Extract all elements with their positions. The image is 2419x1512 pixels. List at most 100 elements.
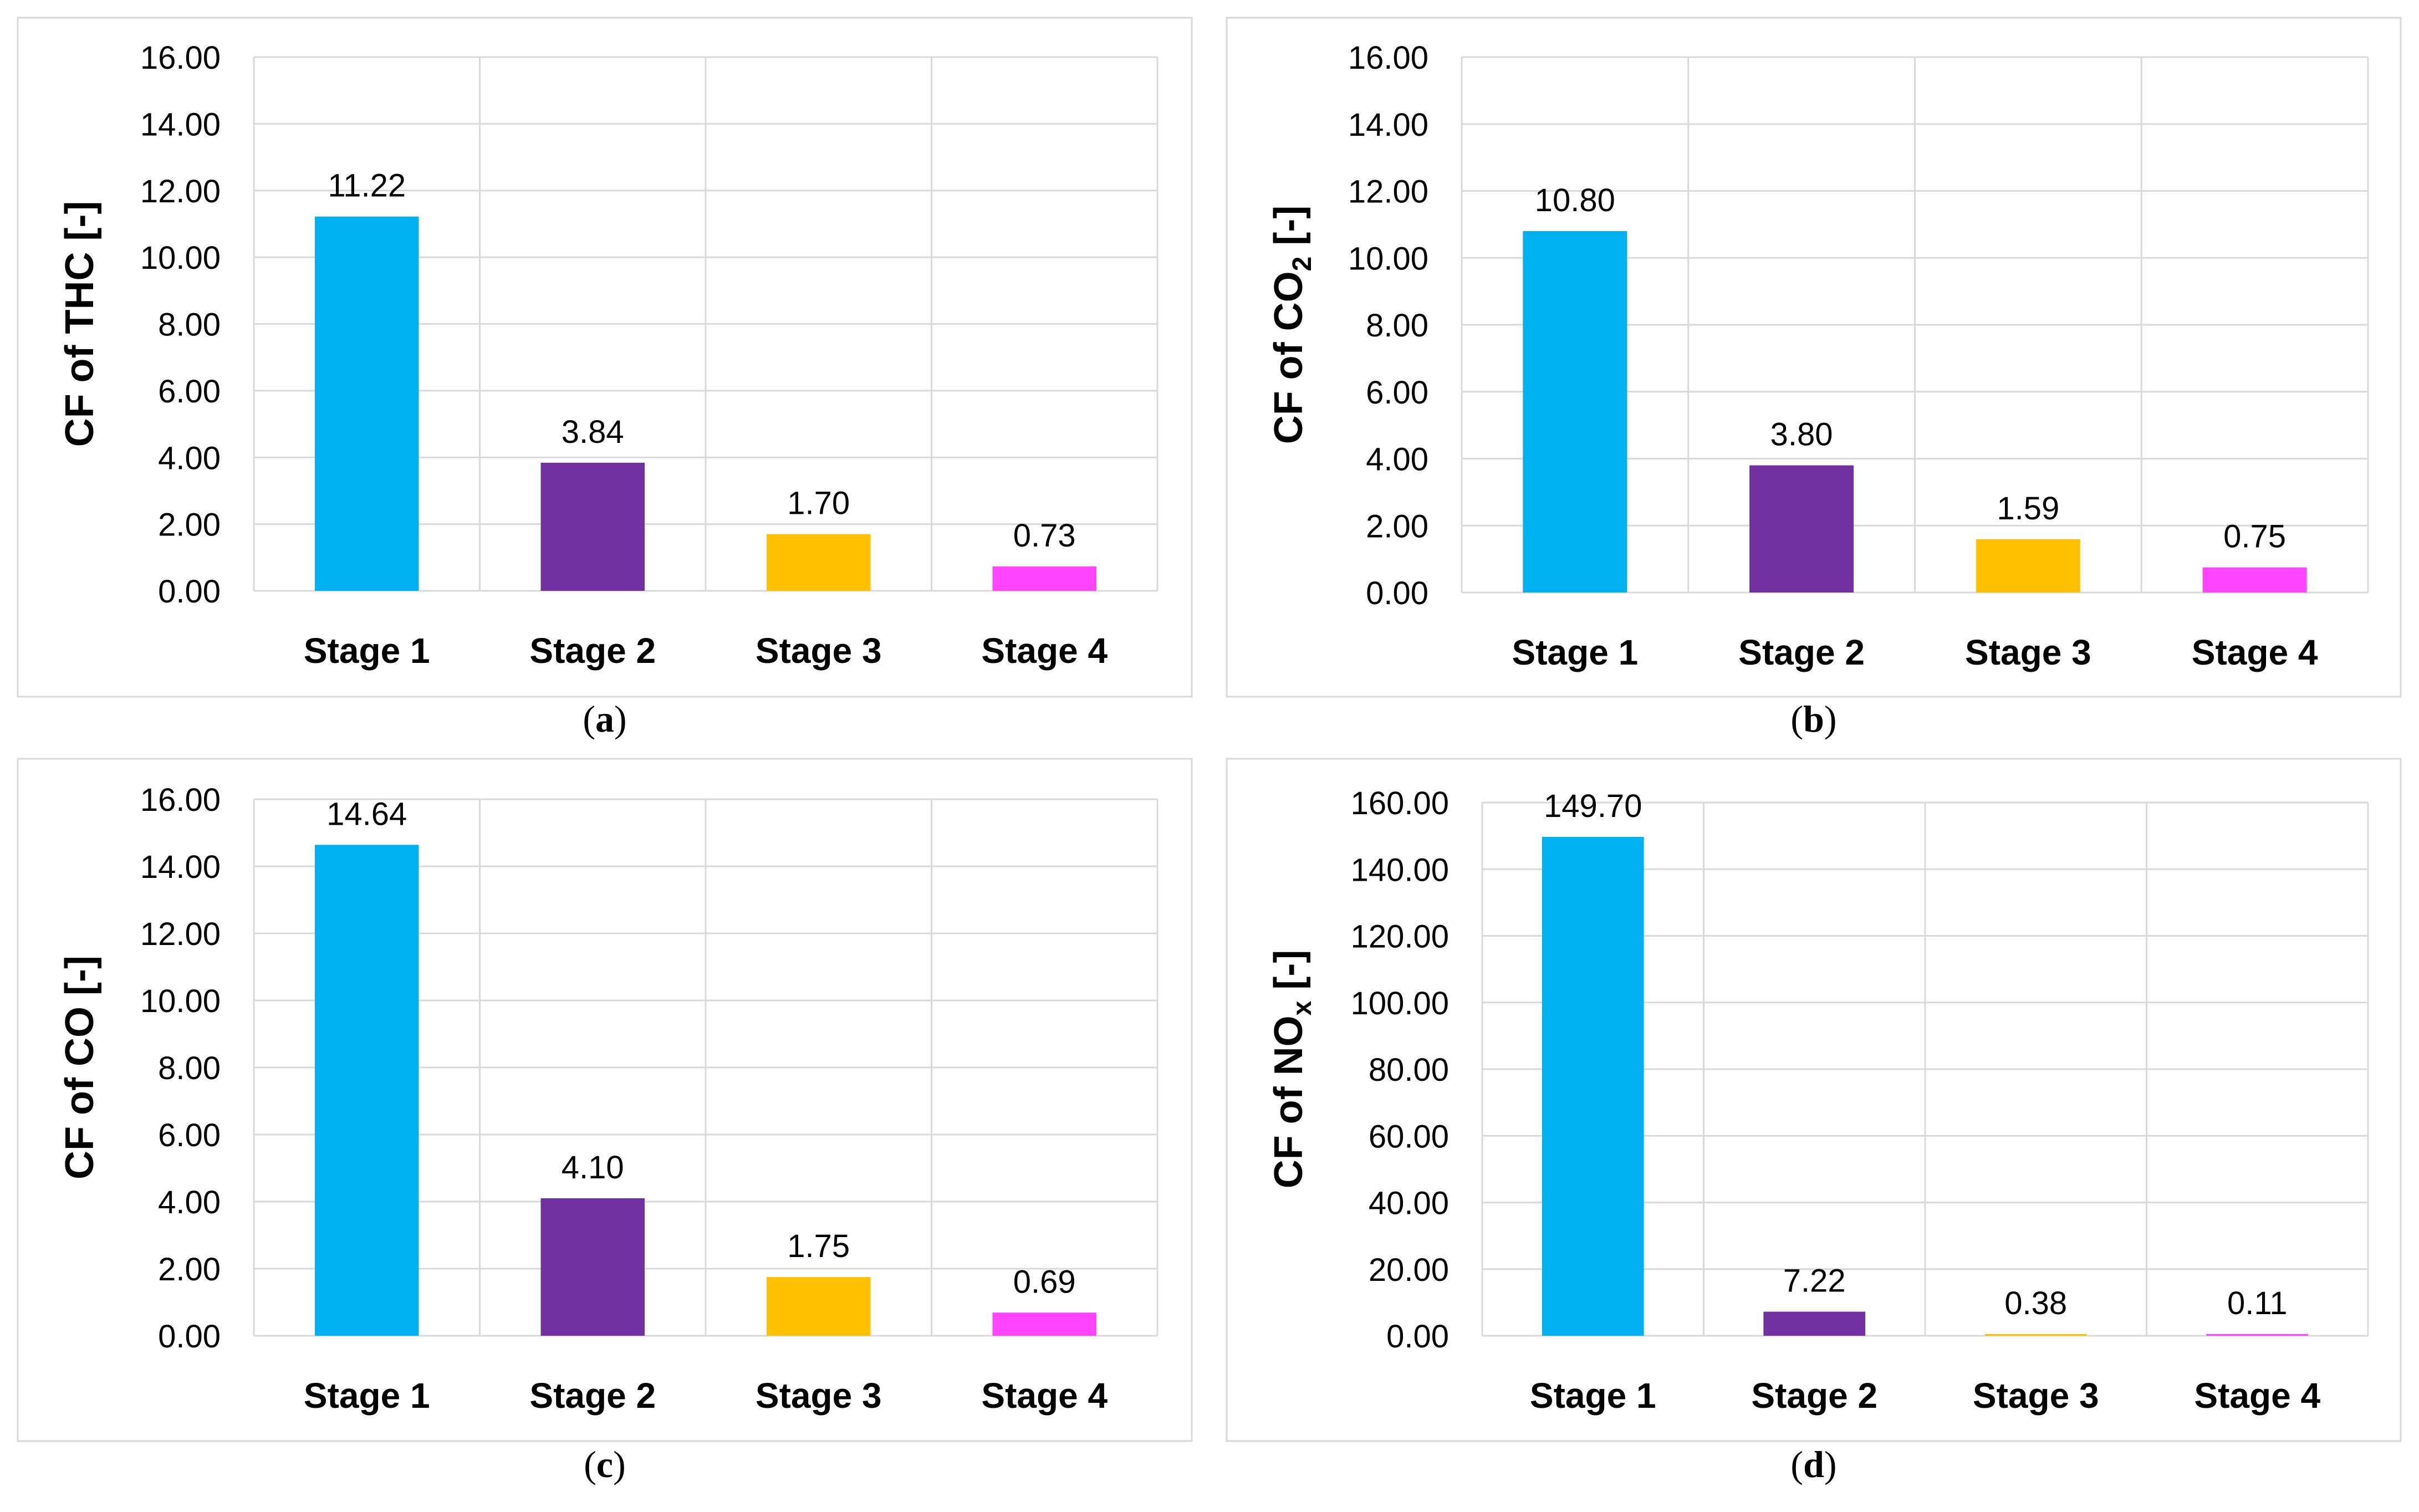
y-axis-title-part: [-] (1267, 950, 1311, 1001)
x-tick-label: Stage 2 (529, 1376, 656, 1416)
y-tick-label: 12.00 (1348, 174, 1428, 210)
data-label: 0.38 (2004, 1285, 2067, 1321)
bar-stage-1 (1542, 836, 1644, 1336)
bar-stage-2 (540, 1198, 645, 1336)
chart-panel-b: 0.00 2.00 4.00 6.00 8.00 10.00 12.00 14.00 16.00… (1226, 17, 2402, 740)
y-axis-title-part: 2 (1288, 257, 1317, 272)
panel-caption-part: b (1803, 698, 1824, 740)
panel-caption-part: d (1803, 1443, 1824, 1485)
chart-panel-c: 0.00 2.00 4.00 6.00 8.00 10.00 12.00 14.00 16.00… (17, 758, 1193, 1485)
x-tick-label: Stage 1 (1530, 1376, 1656, 1416)
y-tick-label: 2.00 (158, 1252, 221, 1288)
y-tick-label: 4.00 (158, 440, 221, 476)
panel-caption-part: ) (614, 698, 627, 740)
y-tick-label: 8.00 (1366, 308, 1428, 344)
bar-stage-4 (2202, 567, 2307, 592)
panel-caption: (a) (583, 698, 626, 740)
data-label: 1.75 (787, 1228, 850, 1264)
y-tick-label: 16.00 (140, 40, 221, 76)
y-tick-label: 0.00 (158, 574, 221, 610)
bar-stage-4 (992, 1312, 1096, 1336)
data-label: 7.22 (1783, 1263, 1846, 1299)
x-tick-label: Stage 3 (756, 631, 882, 671)
y-tick-label: 40.00 (1369, 1186, 1449, 1222)
data-label: 0.69 (1013, 1264, 1076, 1300)
data-label: 0.75 (2223, 519, 2286, 555)
x-tick-label: Stage 4 (2192, 632, 2318, 672)
panel-caption: (c) (584, 1443, 626, 1485)
x-tick-label: Stage 3 (756, 1376, 882, 1416)
y-axis-title-part: CF of CO (1267, 271, 1311, 444)
y-tick-label: 160.00 (1351, 785, 1449, 821)
y-axis-title-part: [-] (1267, 206, 1311, 257)
y-tick-label: 0.00 (158, 1319, 221, 1355)
y-axis-title-part: CF of THC [-] (58, 201, 102, 447)
y-tick-label: 4.00 (1366, 442, 1428, 478)
chart-panel-a: 0.00 2.00 4.00 6.00 8.00 10.00 12.00 14.00 16.00… (17, 17, 1193, 740)
bar-stage-4 (992, 566, 1096, 591)
panel-caption-part: ( (1790, 698, 1803, 740)
y-tick-label: 100.00 (1351, 985, 1449, 1021)
y-tick-label: 14.00 (1348, 107, 1428, 143)
bar-stage-1 (315, 845, 419, 1336)
y-tick-label: 16.00 (140, 782, 221, 818)
chart-panel-d: 0.00 20.00 40.00 60.00 80.00 100.00 120.00 140.… (1226, 758, 2402, 1485)
y-axis-title: CF of NOx [-] (1267, 950, 1317, 1189)
bar-stage-3 (767, 1277, 871, 1336)
y-tick-label: 6.00 (158, 374, 221, 410)
y-tick-label: 10.00 (1348, 241, 1428, 277)
bar-stage-4 (2206, 1334, 2309, 1336)
bar-stage-1 (1523, 231, 1627, 592)
y-tick-label: 10.00 (140, 983, 221, 1019)
y-tick-label: 2.00 (158, 507, 221, 543)
y-tick-label: 8.00 (158, 1050, 221, 1086)
y-tick-label: 12.00 (140, 173, 221, 210)
y-tick-label: 4.00 (158, 1184, 221, 1220)
data-label: 0.73 (1013, 518, 1076, 554)
y-tick-label: 12.00 (140, 916, 221, 952)
panel-caption-part: ( (1790, 1443, 1803, 1485)
y-tick-label: 16.00 (1348, 40, 1428, 76)
panel-caption-part: c (596, 1443, 613, 1485)
x-tick-label: Stage 3 (1973, 1376, 2099, 1416)
x-tick-label: Stage 4 (981, 1376, 1108, 1416)
x-tick-label: Stage 1 (304, 1376, 430, 1416)
panel-caption-part: a (595, 698, 614, 740)
y-axis-title-part: x (1288, 1000, 1317, 1015)
bar-stage-1 (315, 216, 419, 591)
x-tick-label: Stage 4 (981, 631, 1108, 671)
panel-caption-part: ) (1824, 698, 1837, 740)
bar-stage-3 (1976, 539, 2080, 592)
y-axis-title-part: CF of NO (1267, 1015, 1311, 1188)
panel-caption: (b) (1790, 698, 1836, 740)
y-tick-label: 8.00 (158, 307, 221, 343)
data-label: 1.70 (787, 486, 850, 522)
data-label: 14.64 (326, 796, 407, 832)
bar-stage-3 (767, 534, 871, 591)
y-tick-label: 0.00 (1386, 1319, 1449, 1355)
x-tick-label: Stage 2 (529, 631, 656, 671)
y-tick-label: 60.00 (1369, 1118, 1449, 1155)
y-tick-label: 80.00 (1369, 1052, 1449, 1088)
y-tick-label: 10.00 (140, 240, 221, 276)
panel-caption-part: ) (1824, 1443, 1837, 1485)
y-tick-label: 14.00 (140, 849, 221, 885)
data-label: 3.80 (1770, 417, 1833, 453)
y-tick-label: 14.00 (140, 106, 221, 142)
x-tick-label: Stage 1 (1512, 632, 1639, 672)
y-tick-label: 6.00 (158, 1117, 221, 1153)
bar-stage-3 (1984, 1334, 2087, 1336)
bar-stage-2 (1763, 1311, 1866, 1336)
x-tick-label: Stage 2 (1738, 632, 1865, 672)
x-tick-label: Stage 1 (304, 631, 430, 671)
data-label: 1.59 (1997, 491, 2059, 527)
y-tick-label: 120.00 (1351, 919, 1449, 955)
x-tick-label: Stage 4 (2194, 1376, 2320, 1416)
data-label: 4.10 (562, 1150, 624, 1186)
data-label: 149.70 (1544, 788, 1642, 824)
y-tick-label: 2.00 (1366, 508, 1428, 544)
y-tick-label: 0.00 (1366, 575, 1428, 611)
y-tick-label: 20.00 (1369, 1252, 1449, 1288)
y-tick-label: 6.00 (1366, 375, 1428, 411)
